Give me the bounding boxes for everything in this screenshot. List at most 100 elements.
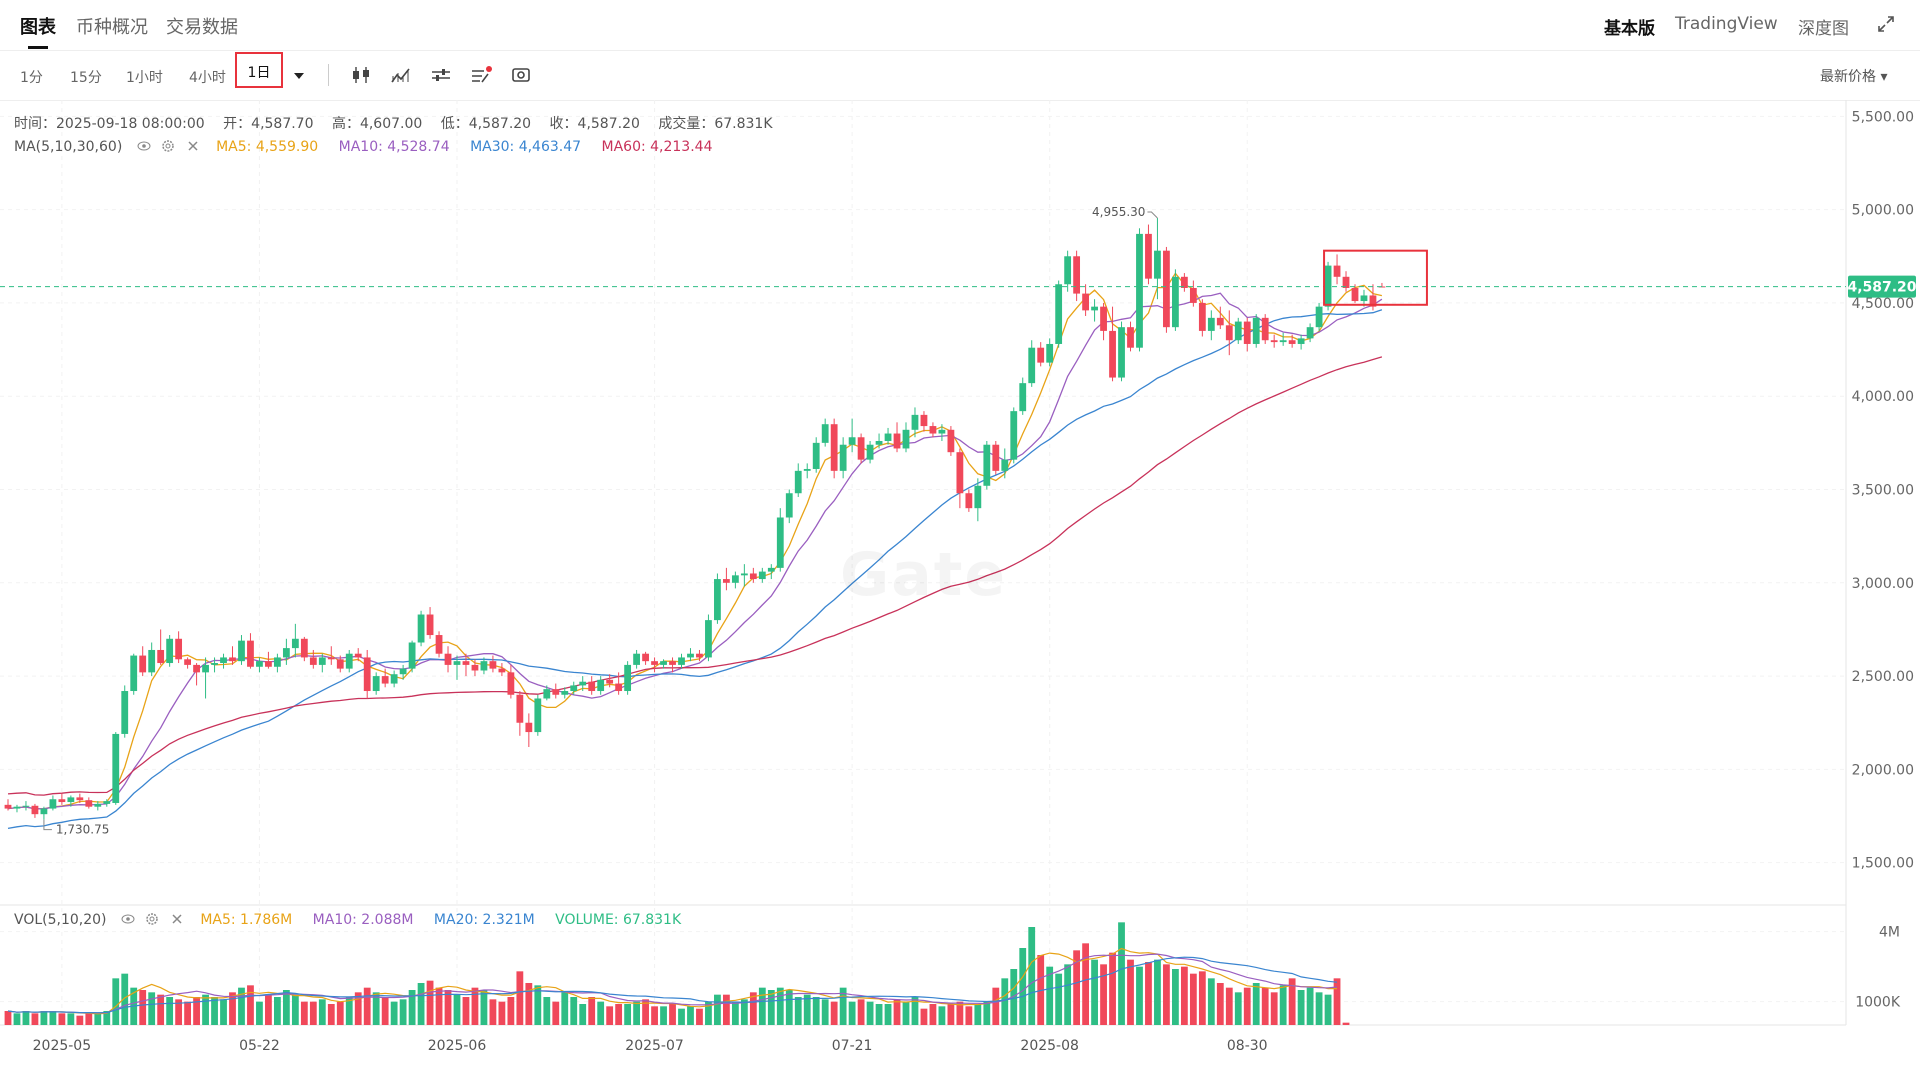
candle-body: [839, 444, 847, 471]
volume-bar: [884, 1004, 892, 1025]
candle-body: [408, 642, 416, 669]
timeframe-4h[interactable]: 4小时: [189, 70, 226, 86]
volume-bar: [731, 1001, 739, 1025]
candle-body: [758, 571, 766, 580]
price-tick-label: 2,000.00: [1852, 762, 1914, 778]
snapshot-icon[interactable]: [510, 66, 532, 84]
volume-tick-label: 4M: [1879, 925, 1900, 941]
volume-bar: [76, 1015, 84, 1025]
candle-body: [345, 653, 353, 669]
volume-bar: [157, 994, 165, 1025]
ma-legend: MA(5,10,30,60) MA5: 4,559.90 MA10: 4,528…: [14, 139, 728, 155]
candle-body: [4, 804, 12, 809]
price-type-select[interactable]: 最新价格 ▾: [1820, 69, 1888, 85]
volume-bar: [983, 1001, 991, 1025]
timeframe-15m[interactable]: 15分: [70, 70, 102, 86]
volume-bar: [965, 1006, 973, 1025]
candle-body: [1145, 233, 1152, 279]
candle-body: [1234, 321, 1242, 341]
vol-ma10-line: [7, 953, 1338, 1014]
drawing-tools-icon[interactable]: [470, 66, 492, 84]
volume-bar: [893, 999, 901, 1025]
volume-bar: [740, 999, 748, 1025]
volume-value: VOLUME: 67.831K: [555, 912, 682, 928]
volume-bar: [1064, 964, 1072, 1025]
volume-bar: [1243, 987, 1251, 1025]
gear-icon[interactable]: [145, 912, 159, 926]
price-tick-label: 3,500.00: [1852, 483, 1914, 499]
volume-bar: [426, 980, 434, 1025]
ma60-line: [7, 356, 1383, 796]
candle-body: [1324, 265, 1332, 307]
candle-body: [803, 468, 811, 471]
volume-bar: [184, 1001, 191, 1025]
time-tick-label: 07-21: [832, 1038, 873, 1054]
tab-coin-overview[interactable]: 币种概况: [76, 17, 148, 38]
candle-body: [1369, 295, 1377, 307]
tab-depth-chart[interactable]: 深度图: [1798, 19, 1849, 39]
candle-body: [785, 493, 793, 518]
candle-body: [1252, 317, 1260, 344]
close-icon[interactable]: [186, 139, 200, 153]
timeframe-1m[interactable]: 1分: [20, 70, 43, 86]
tab-chart[interactable]: 图表: [20, 17, 56, 38]
candle-body: [1100, 306, 1107, 331]
gear-icon[interactable]: [161, 139, 175, 153]
candle-body: [1091, 306, 1098, 311]
candle-body: [974, 485, 982, 509]
candle-body: [471, 664, 479, 671]
candle-body: [1315, 306, 1323, 328]
tab-basic-version[interactable]: 基本版: [1604, 19, 1655, 39]
indicator-icon[interactable]: [390, 66, 412, 84]
candle-body: [929, 426, 937, 434]
volume-bar: [561, 992, 569, 1025]
eye-icon[interactable]: [121, 912, 135, 926]
volume-bar: [669, 1004, 676, 1025]
candle-body: [444, 653, 452, 665]
candle-body: [238, 640, 245, 662]
candle-body: [597, 679, 605, 692]
candle-body: [31, 805, 39, 815]
tab-tradingview[interactable]: TradingView: [1675, 14, 1778, 34]
close-icon[interactable]: [170, 912, 184, 926]
volume-bar: [318, 999, 326, 1025]
volume-bar: [1145, 962, 1152, 1025]
min-price-label: 1,730.75: [56, 823, 109, 837]
candle-body: [462, 661, 470, 665]
tab-trade-data[interactable]: 交易数据: [166, 17, 238, 38]
candle-body: [678, 657, 685, 665]
volume-bar: [516, 971, 524, 1025]
volume-bar: [462, 997, 470, 1025]
volume-bar: [848, 1001, 856, 1025]
volume-bar: [1082, 943, 1089, 1025]
timeframe-1h[interactable]: 1小时: [126, 70, 163, 86]
price-tick-label: 2,500.00: [1852, 669, 1914, 685]
caret-down-icon[interactable]: [292, 70, 306, 82]
candle-body: [1154, 250, 1161, 279]
candle-body: [579, 681, 587, 686]
settings-sliders-icon[interactable]: [430, 66, 452, 84]
candle-body: [534, 698, 542, 733]
candle-body: [229, 657, 236, 662]
candlestick-icon[interactable]: [350, 66, 372, 84]
eye-icon[interactable]: [137, 139, 151, 153]
volume-bar: [390, 1001, 398, 1025]
volume-bar: [1046, 966, 1054, 1025]
low-readout: 低：4,587.20: [440, 116, 532, 132]
volume-bar: [1315, 992, 1323, 1025]
candle-body: [669, 661, 676, 665]
volume-bar: [148, 992, 156, 1025]
time-tick-label: 2025-08: [1020, 1038, 1079, 1054]
timeframe-1d-selected[interactable]: 1日: [235, 52, 283, 88]
expand-icon[interactable]: [1876, 14, 1896, 34]
candle-body: [1127, 327, 1134, 348]
volume-bar: [687, 1006, 694, 1025]
volume-bar: [830, 1001, 838, 1025]
volume-bar: [1342, 1022, 1350, 1025]
volume-bar: [642, 999, 649, 1025]
candle-body: [220, 657, 227, 664]
price-tick-label: 5,000.00: [1852, 203, 1914, 219]
volume-bar: [408, 990, 416, 1025]
volume-bar: [785, 990, 793, 1025]
